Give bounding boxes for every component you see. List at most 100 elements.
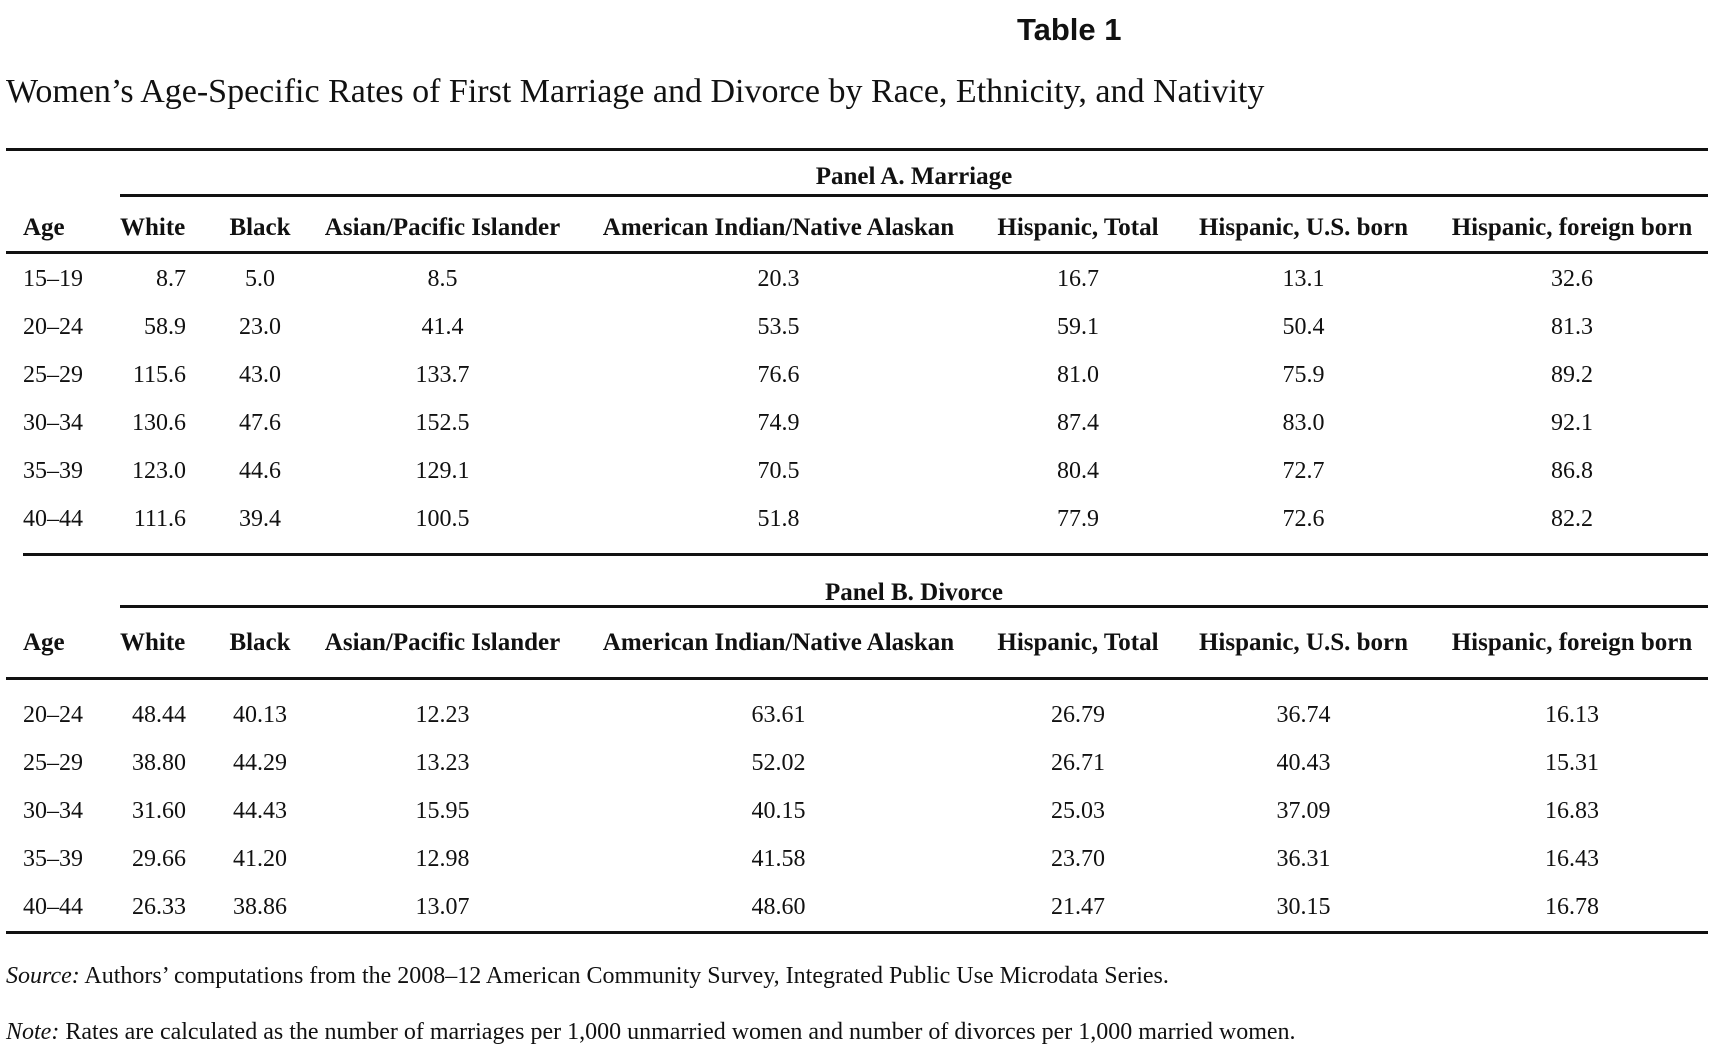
note-label: Note: xyxy=(6,1019,60,1045)
cell-white: 115.6 xyxy=(132,362,186,388)
cell-hispanic-total: 81.0 xyxy=(1057,362,1099,388)
cell-age: 25–29 xyxy=(23,750,83,776)
panel-a-title-rule xyxy=(120,194,1708,197)
col-header-age: Age xyxy=(23,214,65,241)
cell-asian-pacific-islander: 129.1 xyxy=(415,458,470,484)
table-row: 35–39 123.0 44.6 129.1 70.5 80.4 72.7 86.8 xyxy=(0,453,1713,489)
col-header-american-indian-native-alaskan: American Indian/Native Alaskan xyxy=(602,629,955,656)
col-header-hispanic-total: Hispanic, Total xyxy=(997,629,1159,656)
cell-american-indian-native-alaskan: 41.58 xyxy=(751,846,806,872)
cell-hispanic-us-born: 13.1 xyxy=(1282,266,1325,292)
cell-asian-pacific-islander: 100.5 xyxy=(415,506,470,532)
footnote: Note: Rates are calculated as the number… xyxy=(6,1016,1296,1048)
cell-white: 29.66 xyxy=(132,846,186,872)
cell-hispanic-total: 59.1 xyxy=(1057,314,1099,340)
cell-asian-pacific-islander: 133.7 xyxy=(415,362,470,388)
col-header-black: Black xyxy=(229,214,291,241)
panel-b-title: Panel B. Divorce xyxy=(825,579,1003,606)
cell-hispanic-us-born: 37.09 xyxy=(1276,798,1331,824)
table-row: 40–44 26.33 38.86 13.07 48.60 21.47 30.15 16.78 xyxy=(0,889,1713,925)
col-header-white: White xyxy=(120,214,186,241)
cell-american-indian-native-alaskan: 74.9 xyxy=(757,410,800,436)
cell-asian-pacific-islander: 15.95 xyxy=(415,798,470,824)
cell-age: 25–29 xyxy=(23,362,83,388)
cell-american-indian-native-alaskan: 40.15 xyxy=(751,798,806,824)
cell-american-indian-native-alaskan: 70.5 xyxy=(757,458,800,484)
cell-hispanic-total: 26.79 xyxy=(1051,702,1105,728)
table-row: 30–34 31.60 44.43 15.95 40.15 25.03 37.09 16.83 xyxy=(0,793,1713,829)
cell-hispanic-foreign-born: 86.8 xyxy=(1551,458,1593,484)
cell-hispanic-foreign-born: 15.31 xyxy=(1545,750,1599,776)
cell-american-indian-native-alaskan: 51.8 xyxy=(757,506,800,532)
cell-american-indian-native-alaskan: 52.02 xyxy=(751,750,806,776)
table-row: 25–29 115.6 43.0 133.7 76.6 81.0 75.9 89.2 xyxy=(0,357,1713,393)
cell-asian-pacific-islander: 41.4 xyxy=(421,314,464,340)
panel-b-title-rule xyxy=(120,605,1708,608)
cell-black: 5.0 xyxy=(245,266,275,292)
source-text: Authors’ computations from the 2008–12 A… xyxy=(79,963,1169,989)
panel-a-header-rule xyxy=(6,251,1708,254)
cell-hispanic-total: 26.71 xyxy=(1051,750,1105,776)
table-row: 30–34 130.6 47.6 152.5 74.9 87.4 83.0 92.1 xyxy=(0,405,1713,441)
bottom-rule xyxy=(6,931,1708,934)
cell-white: 26.33 xyxy=(132,894,186,920)
source-label: Source: xyxy=(6,963,80,989)
cell-hispanic-us-born: 72.7 xyxy=(1282,458,1325,484)
col-header-hispanic-total: Hispanic, Total xyxy=(997,214,1159,241)
cell-hispanic-us-born: 36.31 xyxy=(1276,846,1331,872)
table-row: 15–19 8.7 5.0 8.5 20.3 16.7 13.1 32.6 xyxy=(0,261,1713,297)
cell-hispanic-foreign-born: 16.13 xyxy=(1545,702,1599,728)
cell-black: 47.6 xyxy=(239,410,281,436)
cell-black: 43.0 xyxy=(239,362,281,388)
cell-hispanic-total: 21.47 xyxy=(1051,894,1105,920)
panel-a-header-row: Age White Black Asian/Pacific Islander A… xyxy=(0,210,1713,246)
cell-age: 40–44 xyxy=(23,894,83,920)
col-header-black: Black xyxy=(229,629,291,656)
col-header-hispanic-us-born: Hispanic, U.S. born xyxy=(1198,214,1409,241)
col-header-asian-pacific-islander: Asian/Pacific Islander xyxy=(324,214,561,241)
table-row: 20–24 48.44 40.13 12.23 63.61 26.79 36.74 16.13 xyxy=(0,697,1713,733)
cell-hispanic-total: 25.03 xyxy=(1051,798,1105,824)
cell-hispanic-foreign-born: 92.1 xyxy=(1551,410,1593,436)
cell-american-indian-native-alaskan: 63.61 xyxy=(751,702,806,728)
cell-black: 44.29 xyxy=(233,750,287,776)
cell-hispanic-total: 16.7 xyxy=(1057,266,1099,292)
cell-hispanic-foreign-born: 16.78 xyxy=(1545,894,1599,920)
cell-hispanic-us-born: 30.15 xyxy=(1276,894,1331,920)
cell-age: 20–24 xyxy=(23,702,83,728)
cell-asian-pacific-islander: 8.5 xyxy=(427,266,458,292)
source-note: Source: Authors’ computations from the 2… xyxy=(6,960,1169,992)
col-header-hispanic-us-born: Hispanic, U.S. born xyxy=(1198,629,1409,656)
cell-hispanic-us-born: 83.0 xyxy=(1282,410,1325,436)
col-header-asian-pacific-islander: Asian/Pacific Islander xyxy=(324,629,561,656)
cell-hispanic-us-born: 40.43 xyxy=(1276,750,1331,776)
cell-american-indian-native-alaskan: 48.60 xyxy=(751,894,806,920)
cell-hispanic-foreign-born: 16.43 xyxy=(1545,846,1599,872)
cell-hispanic-us-born: 50.4 xyxy=(1282,314,1325,340)
cell-asian-pacific-islander: 13.07 xyxy=(415,894,470,920)
cell-hispanic-us-born: 36.74 xyxy=(1276,702,1331,728)
cell-white: 48.44 xyxy=(132,702,186,728)
cell-hispanic-foreign-born: 81.3 xyxy=(1551,314,1593,340)
cell-hispanic-foreign-born: 89.2 xyxy=(1551,362,1593,388)
cell-asian-pacific-islander: 12.23 xyxy=(415,702,470,728)
cell-white: 58.9 xyxy=(144,314,186,340)
cell-black: 38.86 xyxy=(233,894,287,920)
cell-age: 15–19 xyxy=(23,266,83,292)
table-row: 25–29 38.80 44.29 13.23 52.02 26.71 40.43 15.31 xyxy=(0,745,1713,781)
cell-age: 30–34 xyxy=(23,410,83,436)
cell-hispanic-total: 87.4 xyxy=(1057,410,1099,436)
table-label: Table 1 xyxy=(1017,12,1122,47)
col-header-american-indian-native-alaskan: American Indian/Native Alaskan xyxy=(602,214,955,241)
col-header-white: White xyxy=(120,629,186,656)
cell-hispanic-us-born: 75.9 xyxy=(1282,362,1325,388)
col-header-hispanic-foreign-born: Hispanic, foreign born xyxy=(1451,214,1693,241)
cell-white: 31.60 xyxy=(132,798,186,824)
cell-hispanic-foreign-born: 32.6 xyxy=(1551,266,1593,292)
table-row: 35–39 29.66 41.20 12.98 41.58 23.70 36.31 16.43 xyxy=(0,841,1713,877)
panel-a-title: Panel A. Marriage xyxy=(815,163,1013,190)
cell-age: 35–39 xyxy=(23,458,83,484)
cell-hispanic-total: 77.9 xyxy=(1057,506,1099,532)
cell-black: 40.13 xyxy=(233,702,287,728)
cell-black: 44.6 xyxy=(239,458,281,484)
